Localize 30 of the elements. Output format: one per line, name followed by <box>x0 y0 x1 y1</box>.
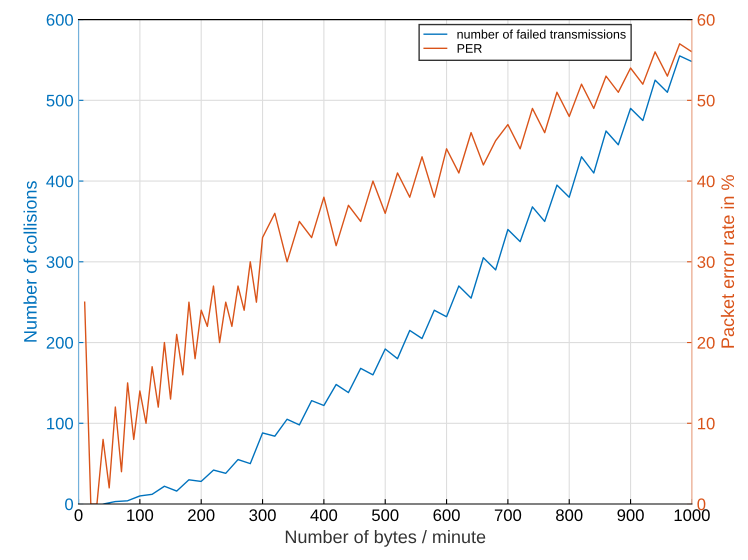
x-tick-label: 0 <box>74 509 83 522</box>
y2-tick-label: 50 <box>697 94 715 107</box>
y-tick-label: 100 <box>47 418 74 430</box>
y-tick-label: 600 <box>46 14 74 26</box>
x-axis-title: Number of bytes / minute <box>286 530 486 547</box>
y-tick-label: 300 <box>46 256 74 268</box>
y-tick-label: 200 <box>46 336 74 349</box>
x-tick-label: 300 <box>249 509 276 522</box>
x-tick-label: 200 <box>188 509 214 522</box>
y2-tick-label: 10 <box>698 418 715 430</box>
x-tick-label: 800 <box>556 509 582 522</box>
y2-tick-label: 30 <box>697 256 715 268</box>
x-tick-label: 100 <box>127 509 154 522</box>
y2-tick-label: 0 <box>697 498 706 510</box>
y2-tick-label: 20 <box>698 336 715 349</box>
x-tick-label: 900 <box>617 509 644 522</box>
y2-tick-label: 40 <box>697 175 715 188</box>
x-tick-label: 700 <box>494 509 522 522</box>
x-tick-label: 600 <box>434 509 460 522</box>
y-tick-label: 500 <box>46 94 74 107</box>
y-tick-label: 0 <box>65 498 74 510</box>
x-tick-label: 1000 <box>674 509 710 522</box>
legend-label: PER <box>458 44 482 53</box>
y-axis-title: Number of collisions <box>23 181 37 342</box>
y2-tick-label: 60 <box>698 14 715 26</box>
x-tick-label: 500 <box>372 509 398 522</box>
y-tick-label: 400 <box>46 175 74 188</box>
x-tick-label: 400 <box>310 509 338 522</box>
y2-axis-title: Packet error rate in % <box>720 175 734 348</box>
legend-label: number of failed transmissions <box>457 30 626 39</box>
